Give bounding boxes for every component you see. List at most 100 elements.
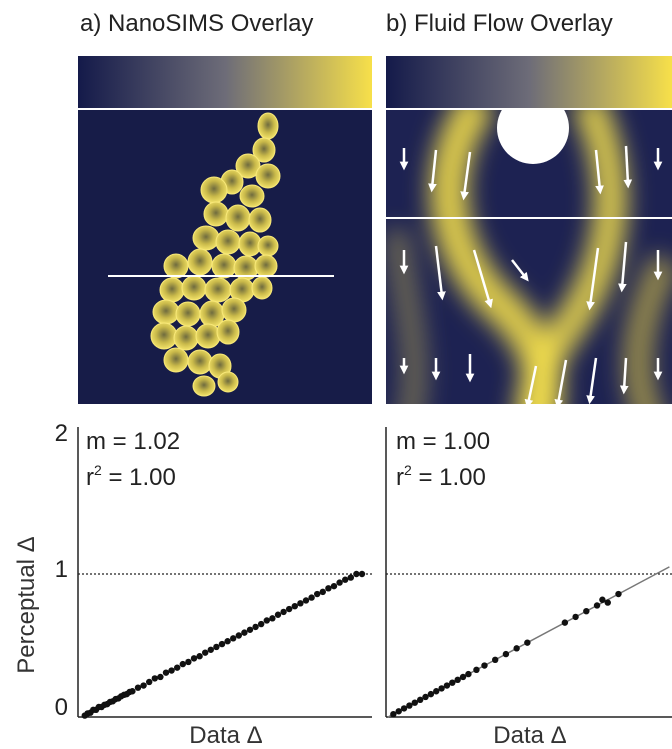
velocity-arrow <box>524 365 538 404</box>
cell <box>192 375 216 397</box>
data-point <box>274 611 282 618</box>
data-point <box>162 669 170 676</box>
data-point <box>157 673 164 681</box>
data-point <box>347 574 354 581</box>
data-point <box>502 650 510 658</box>
x-axis-label: Data Δ <box>493 722 566 749</box>
data-point <box>269 615 276 622</box>
cell <box>175 301 201 327</box>
data-point <box>325 585 332 592</box>
cell-cluster <box>150 112 281 397</box>
data-point <box>224 638 231 645</box>
velocity-arrow <box>511 259 529 282</box>
data-point <box>252 623 259 631</box>
data-point <box>196 653 203 660</box>
cell <box>225 204 251 232</box>
data-point <box>297 600 304 607</box>
cell <box>221 297 247 323</box>
chart-b: m = 1.00 r2 = 1.00 Data Δ <box>380 405 672 749</box>
data-point <box>422 693 429 701</box>
data-point <box>481 662 488 669</box>
cell <box>235 153 261 179</box>
data-point <box>411 699 418 706</box>
velocity-arrow <box>460 151 472 201</box>
cell <box>159 277 185 303</box>
data-point <box>400 705 408 712</box>
data-point <box>449 679 456 686</box>
data-point <box>358 570 366 578</box>
data-point <box>561 619 569 626</box>
velocity-arrows <box>399 145 663 404</box>
cell <box>217 371 239 393</box>
data-points <box>81 570 366 719</box>
x-axis-label: Data Δ <box>189 722 262 749</box>
data-point <box>235 632 242 639</box>
velocity-arrow <box>472 249 493 309</box>
velocity-arrow <box>594 149 604 195</box>
data-point <box>168 667 175 674</box>
cell <box>152 299 180 325</box>
chart-a-svg: Perceptual Δ 2 1 0 m = 1.02 r2 = 1.00 Da… <box>13 420 372 749</box>
data-point <box>492 656 499 663</box>
cell <box>173 325 199 351</box>
panel-a-title: a) NanoSIMS Overlay <box>80 10 314 37</box>
velocity-arrow <box>554 359 568 404</box>
data-point <box>291 602 298 610</box>
cell <box>255 163 281 189</box>
r2-annotation: r2 = 1.00 <box>396 462 486 491</box>
data-point <box>314 590 321 598</box>
data-point <box>459 673 467 681</box>
data-point <box>433 688 440 695</box>
data-point <box>129 688 136 695</box>
chart-a: Perceptual Δ 2 1 0 m = 1.02 r2 = 1.00 Da… <box>0 405 380 749</box>
cell <box>200 176 228 204</box>
y-axis-label: Perceptual Δ <box>13 536 40 673</box>
cell <box>248 207 272 233</box>
cell <box>211 253 237 279</box>
flow-field <box>386 110 672 404</box>
cell <box>163 347 189 373</box>
cell <box>195 323 221 349</box>
velocity-arrow <box>586 247 600 311</box>
cell <box>254 254 278 278</box>
data-point <box>258 620 265 628</box>
data-point <box>473 666 480 674</box>
data-point <box>416 696 424 704</box>
chart-b-svg: m = 1.00 r2 = 1.00 Data Δ <box>385 427 672 749</box>
colorbar-b <box>386 56 672 108</box>
data-point <box>308 594 315 601</box>
data-point <box>593 602 601 609</box>
data-point <box>190 655 198 662</box>
data-point <box>465 670 472 678</box>
data-point <box>174 664 181 671</box>
slope-annotation: m = 1.02 <box>86 428 180 455</box>
panel-b-title: b) Fluid Flow Overlay <box>386 10 613 37</box>
cell <box>252 137 276 163</box>
data-point <box>524 639 531 646</box>
fluid-flow-svg <box>386 110 672 404</box>
y-tick-label: 2 <box>55 420 68 447</box>
data-point <box>336 579 343 586</box>
data-point <box>246 626 254 633</box>
data-point <box>443 682 451 689</box>
velocity-arrow <box>434 245 446 301</box>
data-point <box>207 646 214 653</box>
data-point <box>151 675 158 682</box>
data-point <box>438 685 445 692</box>
velocity-arrow <box>428 149 438 193</box>
data-point <box>230 635 237 642</box>
data-point <box>302 597 310 604</box>
data-point <box>263 617 270 624</box>
fluid-flow-image <box>386 110 672 404</box>
y-tick-label: 1 <box>55 556 68 583</box>
data-point <box>390 710 397 718</box>
data-point <box>185 658 192 666</box>
data-point <box>202 649 209 656</box>
cell <box>251 276 273 300</box>
velocity-arrow <box>619 357 629 395</box>
cell <box>216 319 240 345</box>
r2-annotation: r2 = 1.00 <box>86 462 176 491</box>
data-point <box>615 590 622 598</box>
colorbar-a <box>78 56 372 108</box>
cell <box>257 235 279 257</box>
